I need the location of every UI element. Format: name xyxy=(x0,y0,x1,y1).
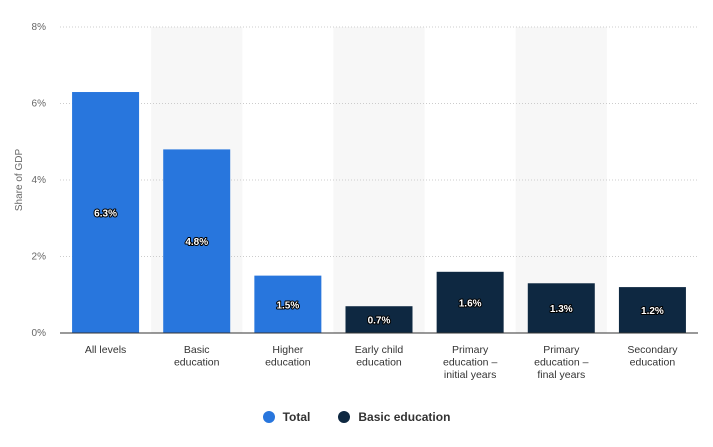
legend: Total Basic education xyxy=(0,404,713,430)
bars xyxy=(72,92,686,334)
y-tick-label: 8% xyxy=(32,22,47,33)
data-label: 1.3% xyxy=(550,304,573,315)
bar[interactable] xyxy=(527,283,595,333)
x-tick-label: Primary education – final years xyxy=(534,344,588,381)
bar[interactable] xyxy=(72,92,140,334)
x-tick-label: Primary education – initial years xyxy=(443,344,497,381)
bar[interactable] xyxy=(345,306,413,333)
legend-marker-basic-education xyxy=(338,411,351,423)
bar[interactable] xyxy=(163,149,231,333)
x-tick-label: Secondary education xyxy=(627,344,678,369)
y-tick-label: 0% xyxy=(32,328,47,339)
x-tick-label: Early child education xyxy=(355,344,404,369)
x-tick-label: Higher education xyxy=(265,344,311,369)
x-axis-labels: All levels Basic education Higher education E… xyxy=(85,344,678,381)
legend-label-basic-education: Basic education xyxy=(358,410,451,424)
bar[interactable] xyxy=(618,287,686,333)
x-tick-label: All levels xyxy=(85,344,126,356)
y-axis-label: Share of GDP xyxy=(14,149,25,212)
legend-item-basic-education[interactable]: Basic education xyxy=(338,410,450,424)
y-tick-label: 4% xyxy=(32,175,47,186)
y-axis-ticks: 0% 2% 4% 6% 8% xyxy=(32,22,47,339)
data-label: 0.7% xyxy=(368,316,391,327)
data-label: 1.2% xyxy=(641,306,664,317)
legend-label-total: Total xyxy=(282,410,311,424)
data-label: 1.5% xyxy=(276,300,299,311)
y-tick-label: 6% xyxy=(32,99,47,110)
y-tick-label: 2% xyxy=(32,252,47,263)
legend-item-total[interactable]: Total xyxy=(262,410,311,424)
data-label: 6.3% xyxy=(94,209,117,220)
data-label: 1.6% xyxy=(459,298,482,309)
legend-marker-total xyxy=(262,411,275,423)
gridlines xyxy=(60,26,698,257)
data-label: 4.8% xyxy=(185,237,208,248)
x-tick-label: Basic education xyxy=(174,344,220,369)
value-labels: 6.3% 4.8% 1.5% 0.7% 1.6% 1.3% 1.2% xyxy=(93,208,665,328)
bar[interactable] xyxy=(436,271,504,333)
bar[interactable] xyxy=(254,275,322,333)
